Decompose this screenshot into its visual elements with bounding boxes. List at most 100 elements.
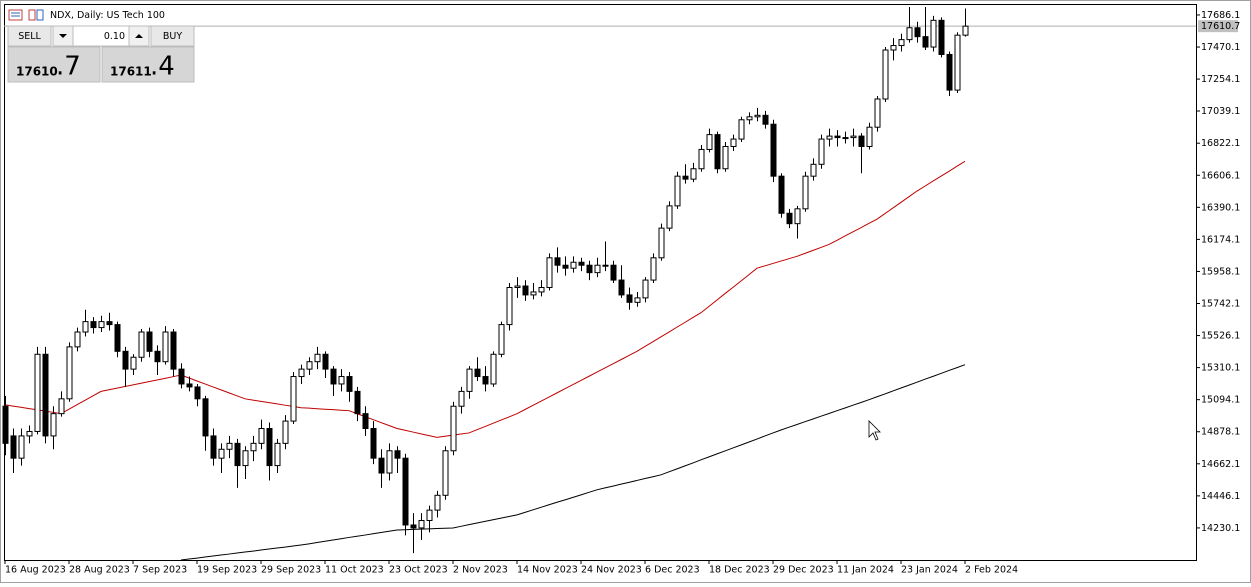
candle-body bbox=[578, 261, 585, 266]
candle-body bbox=[186, 383, 193, 388]
candle-body bbox=[74, 331, 81, 348]
x-tick-label: 19 Sep 2023 bbox=[197, 565, 257, 576]
x-tick-label: 23 Jan 2024 bbox=[901, 565, 958, 576]
volume[interactable]: 0.10 bbox=[104, 31, 125, 42]
candle-body bbox=[674, 175, 681, 207]
candle-body bbox=[426, 509, 433, 522]
y-tick-label: 16606.1 bbox=[1201, 170, 1240, 181]
candle-body bbox=[722, 145, 729, 170]
y-tick-label: 15526.1 bbox=[1201, 331, 1240, 342]
menu-icon[interactable] bbox=[8, 9, 23, 21]
candle-body bbox=[394, 450, 401, 459]
buy-price-main: 17611 bbox=[110, 65, 152, 79]
candle-body bbox=[786, 212, 793, 225]
candle-body bbox=[194, 386, 201, 400]
y-tick-label: 15094.1 bbox=[1201, 395, 1240, 406]
candle-body bbox=[18, 435, 25, 459]
candle-body bbox=[842, 137, 849, 140]
candle-body bbox=[882, 49, 889, 100]
candle-body bbox=[714, 134, 721, 170]
y-tick-label: 16390.1 bbox=[1201, 202, 1240, 213]
candle-body bbox=[90, 321, 97, 329]
x-tick-label: 11 Oct 2023 bbox=[325, 565, 384, 576]
x-tick-label: 18 Dec 2023 bbox=[709, 565, 770, 576]
sell-label[interactable]: SELL bbox=[18, 31, 41, 42]
candle-body bbox=[850, 135, 857, 139]
candle-body bbox=[202, 398, 209, 437]
candle-body bbox=[258, 427, 265, 444]
candle-body bbox=[890, 45, 897, 51]
arrow-up bbox=[135, 34, 143, 38]
trade-panel: SELL 0.10 BUY 17610 .7 17611 .4 bbox=[7, 25, 195, 83]
y-tick-label: 14230.1 bbox=[1201, 523, 1240, 534]
y-tick-label: 17686.1 bbox=[1201, 10, 1240, 21]
sell-price-box[interactable] bbox=[7, 46, 101, 83]
candle-body bbox=[778, 175, 785, 214]
candle-body bbox=[690, 168, 697, 180]
candle-body bbox=[282, 420, 289, 444]
candle-body bbox=[610, 264, 617, 281]
mouse-cursor bbox=[868, 420, 881, 441]
candle-body bbox=[130, 356, 137, 370]
y-tick-label: 17254.1 bbox=[1201, 74, 1240, 85]
candle-body bbox=[930, 19, 937, 48]
y-tick-label: 15742.1 bbox=[1201, 299, 1240, 310]
candle-body bbox=[122, 350, 129, 370]
candle-body bbox=[226, 442, 233, 450]
candle-body bbox=[954, 34, 961, 91]
candle-body bbox=[450, 405, 457, 452]
candle-body bbox=[114, 324, 121, 352]
candle-body bbox=[210, 435, 217, 459]
buy-price-box[interactable] bbox=[101, 46, 195, 83]
candle-body bbox=[762, 114, 769, 125]
candle-body bbox=[370, 427, 377, 459]
buy-label[interactable]: BUY bbox=[163, 31, 182, 42]
candle-body bbox=[506, 286, 513, 326]
last-price-tag bbox=[1198, 20, 1238, 33]
candle-body bbox=[538, 286, 545, 293]
candle-body bbox=[626, 294, 633, 303]
buy-price-frac: .4 bbox=[150, 52, 175, 82]
sell-button[interactable] bbox=[7, 25, 52, 47]
candle-body bbox=[50, 413, 57, 437]
candle-body bbox=[650, 257, 657, 281]
candle-body bbox=[10, 435, 17, 459]
candle-body bbox=[442, 450, 449, 496]
candle-body bbox=[250, 442, 257, 452]
candle-body bbox=[98, 321, 105, 329]
candle-body bbox=[738, 119, 745, 140]
x-tick-label: 29 Dec 2023 bbox=[773, 565, 834, 576]
candle-body bbox=[306, 361, 313, 370]
x-tick-label: 7 Sep 2023 bbox=[133, 565, 187, 576]
plot-area bbox=[4, 4, 1197, 561]
candle-body bbox=[858, 135, 865, 147]
x-tick-label: 23 Oct 2023 bbox=[389, 565, 448, 576]
candle-body bbox=[594, 264, 601, 274]
candle-body bbox=[682, 175, 689, 180]
candle-body bbox=[290, 376, 297, 422]
candle-body bbox=[474, 368, 481, 378]
candle-body bbox=[434, 494, 441, 511]
candle-body bbox=[874, 98, 881, 128]
candle-body bbox=[522, 285, 529, 296]
candle-body bbox=[242, 450, 249, 467]
candle-body bbox=[66, 346, 73, 400]
x-tick-label: 14 Nov 2023 bbox=[517, 565, 578, 576]
candle-body bbox=[354, 390, 361, 415]
y-tick-label: 15958.1 bbox=[1201, 266, 1240, 277]
x-tick-label: 2 Feb 2024 bbox=[965, 565, 1018, 576]
candle-body bbox=[106, 321, 113, 326]
candle-body bbox=[586, 264, 593, 274]
candle-body bbox=[514, 285, 521, 288]
chart-icon[interactable] bbox=[28, 9, 36, 21]
candle-body bbox=[906, 27, 913, 41]
x-tick-label: 24 Nov 2023 bbox=[581, 565, 642, 576]
candle-body bbox=[386, 450, 393, 474]
buy-button[interactable] bbox=[150, 25, 195, 47]
chart-icon[interactable] bbox=[36, 9, 44, 21]
candle-body bbox=[962, 25, 969, 36]
candle-body bbox=[162, 331, 169, 363]
candle-body bbox=[266, 427, 273, 467]
